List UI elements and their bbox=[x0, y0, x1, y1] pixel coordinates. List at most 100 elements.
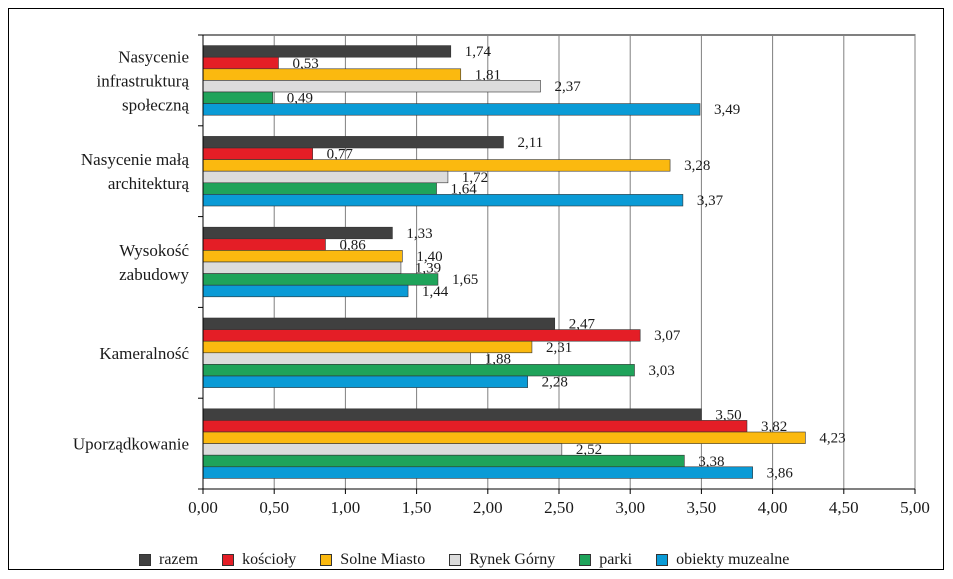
data-label: 1,88 bbox=[485, 351, 511, 367]
bar bbox=[202, 170, 449, 184]
bar bbox=[202, 238, 326, 251]
legend-item: kościoły bbox=[222, 551, 296, 569]
legend-label: Rynek Górny bbox=[469, 551, 556, 568]
legend-item: Rynek Górny bbox=[449, 551, 555, 569]
data-label: 3,50 bbox=[715, 407, 741, 423]
legend-swatch bbox=[320, 554, 333, 566]
bar bbox=[202, 68, 462, 81]
bar bbox=[202, 420, 748, 433]
bar-chart: 0,00 0,50 1,00 1,50 2,00 2,50 3,00 3,50 4,00 4,50… bbox=[73, 34, 930, 517]
data-label: 3,86 bbox=[767, 465, 794, 481]
bar bbox=[202, 250, 403, 263]
bar bbox=[202, 364, 635, 377]
x-tick-label: 0,50 bbox=[259, 498, 289, 517]
bar bbox=[202, 182, 437, 195]
bar bbox=[202, 194, 684, 207]
legend-label: Solne Miasto bbox=[340, 551, 426, 568]
data-label: 1,72 bbox=[462, 170, 488, 186]
data-label: 1,39 bbox=[415, 261, 441, 277]
x-tick-label: 5,00 bbox=[900, 498, 930, 517]
legend-label: obiekty muzealne bbox=[676, 551, 790, 568]
data-label: 4,23 bbox=[819, 431, 845, 447]
data-label: 2,37 bbox=[554, 79, 581, 95]
bar bbox=[202, 80, 541, 93]
x-tick-label: 1,00 bbox=[331, 498, 361, 517]
legend-swatch bbox=[222, 554, 235, 566]
legend-item: obiekty muzealne bbox=[656, 551, 789, 569]
data-label: 2,28 bbox=[542, 375, 568, 391]
bar bbox=[202, 340, 533, 354]
data-label: 1,65 bbox=[452, 272, 478, 288]
bar bbox=[202, 103, 701, 116]
data-label: 0,49 bbox=[287, 91, 313, 107]
data-label: 0,53 bbox=[292, 56, 318, 72]
category-label: Nasycenie małą bbox=[81, 150, 190, 169]
bar bbox=[202, 56, 279, 70]
legend-swatch bbox=[139, 554, 151, 566]
bar bbox=[202, 352, 472, 365]
data-label: 2,31 bbox=[546, 340, 572, 356]
legend-label: kościoły bbox=[242, 551, 297, 568]
category-label: architekturą bbox=[108, 174, 190, 193]
bar bbox=[202, 408, 702, 421]
legend-item: parki bbox=[579, 551, 632, 569]
x-tick-label: 3,50 bbox=[687, 498, 717, 517]
bar bbox=[202, 329, 641, 342]
chart-frame: 0,00 0,50 1,00 1,50 2,00 2,50 3,00 3,50 4,00 4,50… bbox=[8, 8, 944, 570]
data-label: 3,28 bbox=[684, 158, 710, 174]
category-label: Uporządkowanie bbox=[73, 435, 189, 454]
category-label: Kameralność bbox=[99, 344, 189, 363]
bar bbox=[202, 466, 753, 479]
legend-label: razem bbox=[159, 551, 199, 568]
bar bbox=[202, 454, 685, 468]
bar bbox=[202, 159, 671, 172]
category-label: Wysokość bbox=[119, 241, 189, 260]
data-label: 0,77 bbox=[327, 147, 354, 163]
x-tick-label: 2,00 bbox=[473, 498, 503, 517]
legend-swatch bbox=[449, 554, 462, 566]
x-tick-label: 0,00 bbox=[188, 498, 218, 517]
legend-item: razem bbox=[139, 551, 198, 569]
x-tick-label: 1,50 bbox=[402, 498, 432, 517]
data-label: 3,03 bbox=[648, 363, 674, 379]
data-label: 2,47 bbox=[569, 317, 596, 333]
data-label: 3,49 bbox=[714, 102, 740, 118]
data-label: 1,81 bbox=[475, 67, 501, 83]
legend-swatch bbox=[656, 554, 669, 566]
legend-swatch bbox=[579, 554, 592, 566]
data-label: 3,37 bbox=[697, 193, 724, 209]
x-tick-label: 4,00 bbox=[758, 498, 788, 517]
data-label: 3,38 bbox=[698, 454, 724, 470]
x-tick-label: 3,00 bbox=[615, 498, 645, 517]
category-label: Nasycenie bbox=[118, 47, 189, 66]
bar bbox=[202, 317, 556, 330]
legend-label: parki bbox=[599, 551, 633, 568]
data-label: 1,33 bbox=[406, 226, 432, 242]
category-label: infrastrukturą bbox=[96, 71, 189, 90]
bar bbox=[202, 136, 504, 149]
data-label: 1,64 bbox=[451, 181, 478, 197]
data-label: 1,40 bbox=[416, 249, 442, 265]
x-tick-label: 2,50 bbox=[544, 498, 574, 517]
bar bbox=[202, 443, 563, 456]
bar bbox=[202, 45, 452, 58]
data-label: 3,82 bbox=[761, 419, 787, 435]
bar bbox=[202, 284, 409, 298]
bar bbox=[202, 261, 402, 274]
category-label: zabudowy bbox=[119, 265, 189, 284]
data-label: 0,86 bbox=[339, 237, 366, 253]
data-label: 2,11 bbox=[517, 135, 543, 151]
category-label: społeczną bbox=[122, 95, 189, 114]
bar bbox=[202, 431, 806, 444]
data-label: 1,74 bbox=[465, 44, 492, 60]
legend: razem kościoły Solne Miasto Rynek Górny park… bbox=[139, 549, 813, 571]
bar bbox=[202, 147, 313, 160]
bar bbox=[202, 91, 274, 104]
data-label: 3,07 bbox=[654, 328, 681, 344]
data-label: 2,52 bbox=[576, 442, 602, 458]
bar bbox=[202, 375, 528, 388]
legend-item: Solne Miasto bbox=[320, 551, 425, 569]
data-label: 1,44 bbox=[422, 284, 449, 300]
x-tick-label: 4,50 bbox=[829, 498, 859, 517]
bar bbox=[202, 273, 439, 286]
